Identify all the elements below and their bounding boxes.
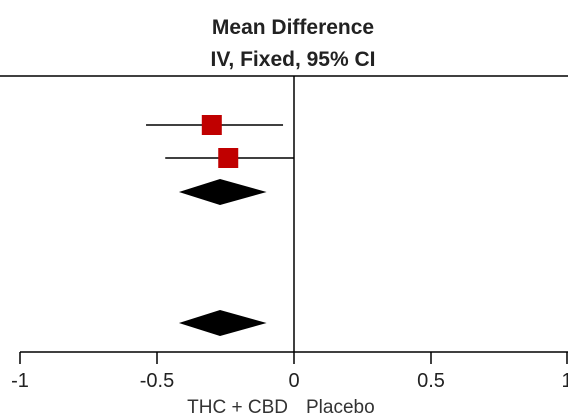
pooled-diamond	[178, 310, 267, 336]
study-marker	[218, 148, 239, 168]
chart-subtitle: IV, Fixed, 95% CI	[211, 48, 376, 71]
chart-title: Mean Difference	[212, 16, 374, 39]
x-tick-label: 0	[288, 370, 299, 392]
pooled-diamond	[178, 179, 267, 205]
favours-right-label: Placebo	[306, 397, 375, 416]
x-tick-label: -0.5	[140, 370, 174, 392]
study-marker	[201, 115, 222, 135]
x-tick-label: -1	[11, 370, 29, 392]
x-tick-label: 0.5	[417, 370, 445, 392]
x-tick-label: 1	[561, 370, 568, 392]
favours-left-label: THC + CBD	[187, 397, 288, 416]
